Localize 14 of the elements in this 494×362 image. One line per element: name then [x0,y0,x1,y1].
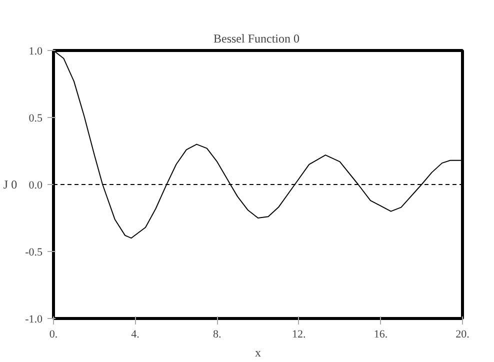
y-tick-label: 0.0 [28,180,43,192]
chart-title: Bessel Function 0 [214,32,300,46]
x-axis-title: x [255,346,261,360]
y-tick-label: -1.0 [25,314,43,326]
x-tick-label: 16. [374,328,388,340]
x-tick-label: 0. [49,328,58,340]
y-tick-label: 0.5 [28,112,43,124]
x-tick-label: 4. [131,328,140,340]
y-tick-label: -0.5 [25,246,43,258]
x-tick-label: 20. [456,328,470,340]
x-tick-label: 8. [212,328,222,340]
x-tick-label: 12. [292,328,306,340]
y-axis-title: J 0 [3,178,18,192]
y-tick-label: 1.0 [28,46,43,58]
